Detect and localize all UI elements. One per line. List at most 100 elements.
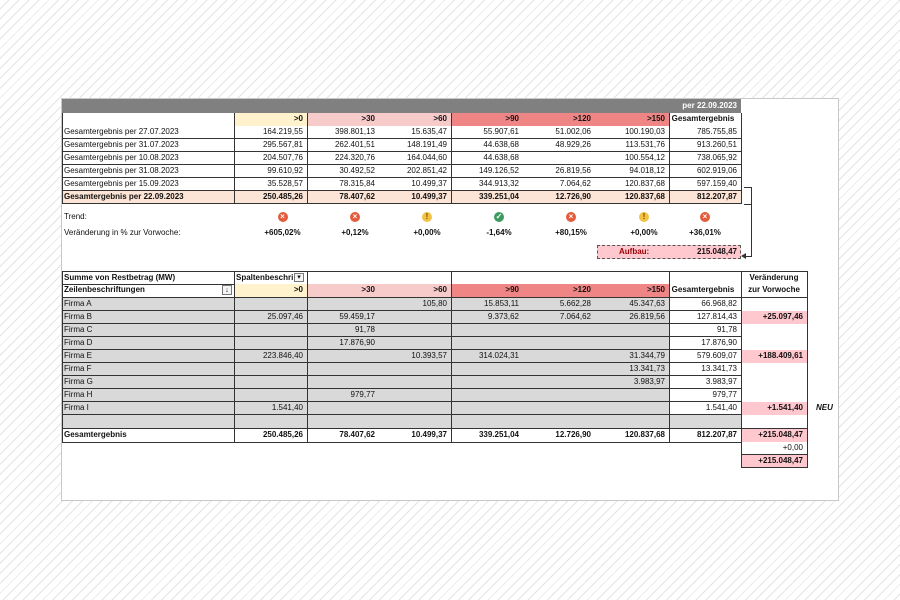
row-separator [62,203,741,204]
row-separator-light [62,401,741,402]
top-column-header: >120 [523,113,595,126]
pivot-row-background [62,337,741,350]
top-row-value: 148.191,49 [406,140,447,149]
pivot-value: 1.541,40 [271,403,303,412]
x-circle-icon: × [277,212,288,222]
pivot-column-separator [307,271,308,442]
pivot-value: 5.662,28 [559,299,591,308]
current-row-value: 78.407,62 [339,192,375,201]
pivot-row-label: Firma H [64,390,93,399]
pivot-column-separator [451,271,452,442]
total-change-value: +215.048,47 [741,429,807,442]
pivot-value: 17.876,90 [339,338,375,347]
pivot-row-background [62,311,741,324]
change-percent: +0,12% [341,228,369,237]
pivot-column-header: Gesamtergebnis [669,284,741,297]
current-row-value: 339.251,04 [478,192,519,201]
column-separator [62,113,63,204]
pivot-value: 13.341,73 [629,364,665,373]
change-percent: +605,02% [264,228,301,237]
top-row-value: 26.819,56 [555,166,591,175]
top-row-value: 15.635,47 [411,127,447,136]
top-row-value: 113.531,76 [625,140,665,149]
extra-change-value: +0,00 [741,442,807,455]
row-filter-icon[interactable]: ↓ [222,285,232,295]
total-value: 78.407,62 [339,430,375,439]
pivot-value: 45.347,63 [629,299,665,308]
current-row-value: 812.207,87 [696,192,737,201]
top-column-header: >150 [595,113,669,126]
arrow-head-icon [741,253,746,259]
pivot-column-separator [234,271,235,442]
row-separator [62,177,741,178]
pivot-title: Summe von Restbetrag (MW) [64,273,176,282]
pivot-column-header: >120 [523,284,595,297]
row-separator-light [62,362,741,363]
total-top-border [62,428,807,429]
top-row-value: 597.159,40 [696,179,737,188]
top-row-value: 164.044,60 [406,153,447,162]
top-column-header: Gesamtergebnis [669,113,741,126]
current-row-value: 120.837,68 [624,192,665,201]
top-row-value: 602.919,06 [696,166,737,175]
pivot-value: 66.968,82 [669,298,741,311]
row-separator-light [62,349,741,350]
x-circle-icon: × [700,212,710,222]
pivot-value: 979,77 [350,390,375,399]
top-row-value: 164.219,55 [262,127,303,136]
total-value: 10.499,37 [411,430,447,439]
top-row-value: 738.065,92 [696,153,737,162]
top-row-label: Gesamtergebnis per 10.08.2023 [64,153,179,162]
trend-label: Trend: [64,212,87,221]
top-column-header: >0 [234,113,307,126]
top-row-value: 35.528,57 [267,179,303,188]
arrow-line [746,256,752,257]
extra-change-value: +215.048,47 [741,455,807,468]
total-value: 12.726,90 [555,430,591,439]
pivot-row-background [62,389,741,402]
pivot-column-separator [62,271,63,442]
pivot-row-background [62,363,741,376]
top-row-value: 7.064,62 [559,179,591,188]
pivot-value: 25.097,46 [267,312,303,321]
check-circle-icon: ✓ [494,212,504,222]
column-label-header: Spaltenbeschri [236,273,294,282]
pivot-value: 3.983,97 [669,376,741,389]
exclamation-circle-icon: ! [639,212,649,222]
change-value: +1.541,40 [741,402,807,415]
pivot-value: 10.393,57 [411,351,447,360]
pivot-value: 17.876,90 [669,337,741,350]
pivot-row-label: Firma G [64,377,93,386]
pivot-value: 13.341,73 [669,363,741,376]
total-value: 250.485,26 [262,430,303,439]
top-row-value: 100.554,12 [624,153,665,162]
pivot-value: 15.853,11 [484,299,519,308]
pivot-value: 3.983,97 [633,377,665,386]
row-separator [62,138,741,139]
column-filter-icon[interactable]: ▾ [294,273,304,282]
row-separator-light [62,323,741,324]
top-row-value: 295.567,81 [262,140,303,149]
change-value: +188.409,61 [741,350,807,363]
top-row-value: 398.801,13 [334,127,375,136]
top-row-value: 99.610,92 [267,166,303,175]
pivot-column-separator [741,442,742,468]
bracket-line [744,187,752,205]
top-column-header: >60 [379,113,451,126]
row-separator [741,454,807,455]
top-column-header: >90 [451,113,523,126]
row-separator [741,467,807,468]
top-row-value: 149.126,52 [478,166,519,175]
top-row-value: 262.401,51 [334,140,375,149]
pivot-value: 1.541,40 [669,402,741,415]
pivot-column-header: >150 [595,284,669,297]
current-row-value: 10.499,37 [411,192,447,201]
column-separator [451,113,452,204]
total-value: 339.251,04 [478,430,519,439]
pivot-row-label: Firma D [64,338,93,347]
total-value: 120.837,68 [624,430,665,439]
top-row-label: Gesamtergebnis per 31.08.2023 [64,166,179,175]
pivot-value: 9.373,62 [487,312,519,321]
pivot-value: 59.459,17 [339,312,375,321]
top-row-label: Gesamtergebnis per 27.07.2023 [64,127,179,136]
